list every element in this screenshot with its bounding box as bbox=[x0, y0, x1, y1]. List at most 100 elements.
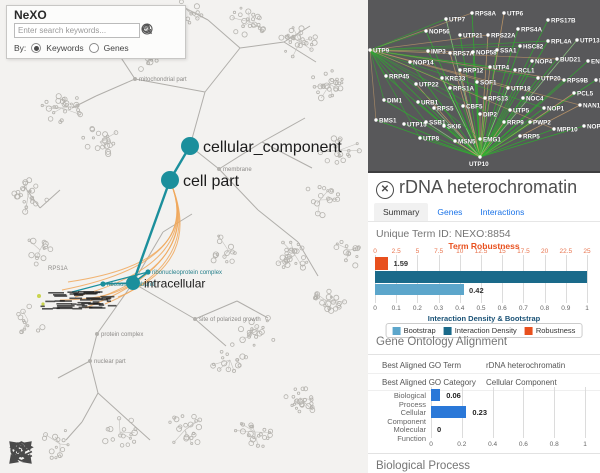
gene-node[interactable] bbox=[521, 96, 525, 100]
gene-node[interactable] bbox=[586, 59, 590, 63]
gene-node[interactable] bbox=[506, 86, 510, 90]
gene-node[interactable] bbox=[414, 82, 418, 86]
gene-label[interactable]: PWP2 bbox=[533, 119, 552, 126]
gene-label[interactable]: KRE33 bbox=[445, 75, 466, 82]
gene-label[interactable]: UTP10 bbox=[469, 161, 490, 168]
gene-node[interactable] bbox=[478, 137, 482, 141]
gene-label[interactable]: SKI6 bbox=[447, 123, 462, 130]
gene-node[interactable] bbox=[432, 106, 436, 110]
gene-node[interactable] bbox=[483, 96, 487, 100]
gene-node[interactable] bbox=[582, 124, 586, 128]
gene-label[interactable]: RRP12 bbox=[463, 67, 484, 74]
gene-label[interactable]: UTP6 bbox=[507, 10, 524, 17]
selected-term-label[interactable]: cellular_component bbox=[203, 139, 342, 156]
term-label[interactable]: nuclear part bbox=[94, 359, 126, 365]
gene-node[interactable] bbox=[518, 44, 522, 48]
gene-node[interactable] bbox=[594, 78, 598, 82]
gene-label[interactable]: UTP15 bbox=[407, 121, 428, 128]
gene-label[interactable]: RRP45 bbox=[389, 73, 410, 80]
gene-node[interactable] bbox=[513, 68, 517, 72]
gene-label[interactable]: UTP9 bbox=[373, 47, 390, 54]
gene-label[interactable]: SOF1 bbox=[480, 79, 497, 86]
term-node[interactable] bbox=[95, 332, 99, 336]
gene-node[interactable] bbox=[562, 78, 566, 82]
term-label[interactable]: site of polarized growth bbox=[199, 317, 261, 323]
gene-node[interactable] bbox=[502, 120, 506, 124]
gene-label[interactable]: RRP5 bbox=[523, 133, 541, 140]
gene-node[interactable] bbox=[488, 65, 492, 69]
gene-node[interactable] bbox=[426, 49, 430, 53]
tab-interactions[interactable]: Interactions bbox=[480, 207, 525, 217]
gene-label[interactable]: NOP14 bbox=[413, 59, 435, 66]
gene-node[interactable] bbox=[458, 68, 462, 72]
radio-keywords-label[interactable]: Keywords bbox=[46, 43, 84, 53]
term-node[interactable] bbox=[193, 317, 197, 321]
gene-label[interactable]: RPS8A bbox=[475, 10, 497, 17]
gene-node[interactable] bbox=[502, 11, 506, 15]
gene-label[interactable]: DIP2 bbox=[483, 111, 498, 118]
term-label[interactable]: ribonucleoprotein complex bbox=[152, 270, 222, 276]
gene-node[interactable] bbox=[555, 57, 559, 61]
gene-node[interactable] bbox=[448, 51, 452, 55]
gene-label[interactable]: SSB1 bbox=[429, 119, 446, 126]
radio-genes[interactable] bbox=[88, 43, 99, 53]
gene-label[interactable]: RPS4A bbox=[521, 26, 543, 33]
gene-label[interactable]: SSA1 bbox=[500, 47, 517, 54]
gene-label[interactable]: NOP1 bbox=[547, 105, 565, 112]
gene-node[interactable] bbox=[470, 11, 474, 15]
gene-node[interactable] bbox=[384, 74, 388, 78]
gene-node[interactable] bbox=[546, 39, 550, 43]
gene-label[interactable]: CBF5 bbox=[466, 103, 483, 110]
gene-label[interactable]: DIM1 bbox=[387, 97, 403, 104]
gene-label[interactable]: UTP4 bbox=[493, 64, 510, 71]
gene-label[interactable]: NOP4 bbox=[535, 58, 553, 65]
gene-node[interactable] bbox=[516, 27, 520, 31]
term-label[interactable]: membrane bbox=[223, 167, 252, 173]
gene-label[interactable]: ENP1 bbox=[591, 58, 600, 65]
gene-node[interactable] bbox=[486, 33, 490, 37]
gene-label[interactable]: UTP22 bbox=[419, 81, 440, 88]
gene-label[interactable]: UTP21 bbox=[463, 32, 484, 39]
gene-node[interactable] bbox=[440, 76, 444, 80]
search-input[interactable] bbox=[14, 23, 140, 38]
gene-node[interactable] bbox=[528, 120, 532, 124]
gene-node[interactable] bbox=[424, 29, 428, 33]
gene-label[interactable]: IMP3 bbox=[431, 48, 447, 55]
term-label[interactable]: RPS1A bbox=[48, 266, 68, 272]
gene-label[interactable]: UTP13 bbox=[580, 37, 600, 44]
gene-node[interactable] bbox=[382, 98, 386, 102]
gene-node[interactable] bbox=[458, 33, 462, 37]
radio-genes-label[interactable]: Genes bbox=[103, 43, 129, 53]
gene-label[interactable]: RRP9 bbox=[507, 119, 525, 126]
gene-node[interactable] bbox=[374, 118, 378, 122]
gene-node[interactable] bbox=[508, 108, 512, 112]
close-icon[interactable]: ✕ bbox=[376, 181, 394, 199]
selected-term-label[interactable]: cell part bbox=[183, 173, 240, 190]
gene-label[interactable]: UTP7 bbox=[449, 16, 466, 23]
radio-keywords[interactable] bbox=[31, 43, 42, 53]
gene-label[interactable]: NOP6 bbox=[587, 123, 600, 130]
gene-label[interactable]: UTP5 bbox=[513, 107, 530, 114]
gene-node[interactable] bbox=[530, 59, 534, 63]
gene-label[interactable]: RPS7A bbox=[453, 50, 475, 57]
gene-node[interactable] bbox=[575, 38, 579, 42]
term-node[interactable] bbox=[100, 281, 106, 287]
gene-label[interactable]: UTP8 bbox=[423, 135, 440, 142]
gene-node[interactable] bbox=[475, 80, 479, 84]
gene-node[interactable] bbox=[578, 103, 582, 107]
gene-label[interactable]: RCL1 bbox=[518, 67, 535, 74]
gene-node[interactable] bbox=[478, 112, 482, 116]
term-label[interactable]: mitochondrial part bbox=[139, 77, 187, 83]
gene-node[interactable] bbox=[536, 76, 540, 80]
gene-label[interactable]: RPS17B bbox=[551, 17, 576, 24]
gene-node[interactable] bbox=[546, 18, 550, 22]
gene-node[interactable] bbox=[518, 134, 522, 138]
gene-node[interactable] bbox=[448, 86, 452, 90]
gene-label[interactable]: RPS22A bbox=[491, 32, 516, 39]
gene-label[interactable]: RPS9B bbox=[567, 77, 589, 84]
gene-label[interactable]: MPP10 bbox=[557, 126, 579, 133]
gene-label[interactable]: UTP20 bbox=[541, 75, 562, 82]
term-node[interactable] bbox=[133, 77, 137, 81]
layers-icon[interactable] bbox=[8, 440, 35, 465]
gene-label[interactable]: RPS1A bbox=[453, 85, 475, 92]
